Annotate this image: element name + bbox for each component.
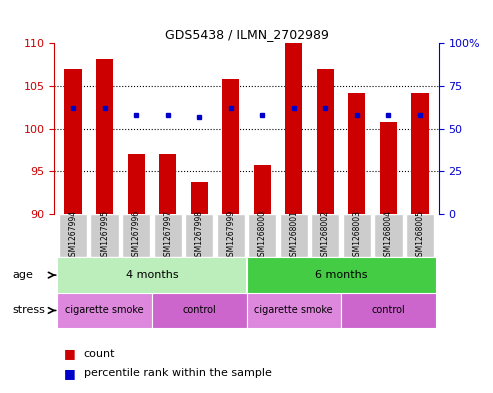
Text: GSM1267996: GSM1267996 (132, 210, 141, 261)
Bar (159, 154, 176, 214)
Bar (152, 293, 246, 328)
Text: GSM1268000: GSM1268000 (258, 210, 267, 261)
FancyBboxPatch shape (406, 214, 434, 257)
Text: stress: stress (12, 305, 45, 316)
Title: GDS5438 / ILMN_2702989: GDS5438 / ILMN_2702989 (165, 28, 328, 40)
Text: GSM1267995: GSM1267995 (100, 210, 109, 261)
Bar (222, 79, 240, 214)
Text: GSM1268004: GSM1268004 (384, 210, 393, 261)
Bar (65, 69, 82, 214)
Bar (348, 93, 365, 214)
Text: control: control (371, 305, 405, 316)
Bar (341, 293, 436, 328)
Text: GSM1268001: GSM1268001 (289, 210, 298, 261)
FancyBboxPatch shape (248, 214, 277, 257)
Text: GSM1268005: GSM1268005 (416, 210, 424, 261)
Bar (57, 293, 152, 328)
FancyBboxPatch shape (153, 214, 182, 257)
Bar (253, 165, 271, 214)
Bar (380, 122, 397, 214)
Text: percentile rank within the sample: percentile rank within the sample (84, 368, 272, 378)
Text: GSM1267997: GSM1267997 (163, 210, 172, 261)
Text: 4 months: 4 months (126, 270, 178, 280)
FancyBboxPatch shape (185, 214, 213, 257)
Text: GSM1267994: GSM1267994 (69, 210, 77, 261)
Text: control: control (182, 305, 216, 316)
FancyBboxPatch shape (216, 214, 245, 257)
Bar (57, 257, 246, 293)
Text: cigarette smoke: cigarette smoke (66, 305, 144, 316)
FancyBboxPatch shape (280, 214, 308, 257)
Bar (96, 59, 113, 214)
Text: GSM1267998: GSM1267998 (195, 210, 204, 261)
FancyBboxPatch shape (59, 214, 87, 257)
Bar (285, 43, 302, 214)
Text: count: count (84, 349, 115, 359)
Bar (246, 257, 436, 293)
FancyBboxPatch shape (122, 214, 150, 257)
Text: age: age (12, 270, 33, 280)
FancyBboxPatch shape (91, 214, 119, 257)
Text: ■: ■ (64, 347, 76, 360)
Text: GSM1268003: GSM1268003 (352, 210, 361, 261)
FancyBboxPatch shape (311, 214, 340, 257)
Bar (191, 182, 208, 214)
FancyBboxPatch shape (343, 214, 371, 257)
Text: ■: ■ (64, 367, 76, 380)
Bar (246, 293, 341, 328)
Text: GSM1267999: GSM1267999 (226, 210, 235, 261)
Text: 6 months: 6 months (315, 270, 367, 280)
Bar (128, 154, 145, 214)
Bar (411, 93, 428, 214)
Bar (317, 69, 334, 214)
Text: GSM1268002: GSM1268002 (321, 210, 330, 261)
FancyBboxPatch shape (374, 214, 402, 257)
Text: cigarette smoke: cigarette smoke (254, 305, 333, 316)
